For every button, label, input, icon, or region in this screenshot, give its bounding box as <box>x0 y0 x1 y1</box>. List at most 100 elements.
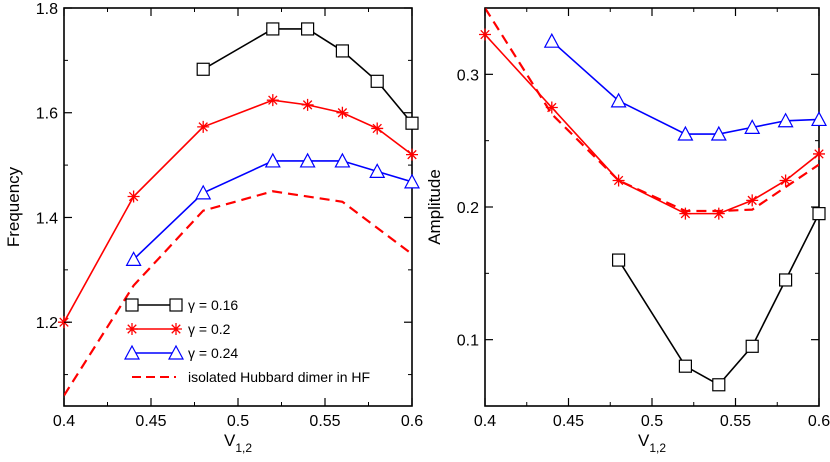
data-point-s2-5 <box>777 112 794 128</box>
data-point-s1-4 <box>301 98 314 111</box>
legend-star-glyph <box>126 323 138 335</box>
data-point-s0-4 <box>778 273 793 287</box>
data-point-s0-4 <box>370 74 384 88</box>
x-tick-label: 0.4 <box>53 413 75 430</box>
data-point-s1-5 <box>746 194 759 207</box>
legend-triangle-marker-left <box>123 344 141 360</box>
data-point-s0-0 <box>196 62 210 76</box>
data-point-s1-6 <box>779 174 792 187</box>
series-line-2 <box>551 40 819 135</box>
data-point-s0-3 <box>745 339 759 353</box>
legend-entry-2: γ = 0.24 <box>123 344 238 361</box>
data-point-s2-1 <box>195 184 212 200</box>
data-point-s2-3 <box>299 152 316 168</box>
data-point-s2-2 <box>264 152 281 168</box>
legend-star-marker-right <box>170 323 182 335</box>
legend-square-marker-left <box>125 298 139 312</box>
legend-label-2: γ = 0.24 <box>188 345 238 361</box>
data-point-s1-1 <box>545 101 558 114</box>
data-point-s1-2 <box>612 174 625 187</box>
series-layer <box>58 22 421 397</box>
data-point-s2-2 <box>677 125 694 141</box>
x-tick-label: 0.55 <box>720 413 751 430</box>
data-point-s2-6 <box>810 111 828 127</box>
x-axis-title: V1,2 <box>224 431 252 455</box>
x-tick-label: 0.45 <box>553 413 584 430</box>
data-point-s0-1 <box>266 22 280 36</box>
x-axis-title-main: V <box>638 431 650 450</box>
amplitude-chart: 0.4 0.45 0.5 0.55 0.6 0.1 0.2 0.3 Amplitude V1,… <box>425 7 830 455</box>
y-tick-label: 1.4 <box>36 210 58 227</box>
data-point-s0-3 <box>335 44 349 58</box>
data-point-s0-0 <box>611 253 626 267</box>
x-axis-title-main: V <box>224 431 236 450</box>
x-tick-label: 0.5 <box>641 413 663 430</box>
y-axis-title: Frequency <box>4 166 23 247</box>
legend-square-marker-right <box>169 298 183 312</box>
data-point-s2-5 <box>369 163 386 178</box>
data-point-s2-4 <box>334 152 351 168</box>
series-line-2 <box>133 160 412 260</box>
series-layer <box>479 8 828 392</box>
data-point-s1-2 <box>197 120 210 133</box>
data-point-s0-5 <box>405 116 419 130</box>
x-tick-label: 0.55 <box>309 413 340 430</box>
data-point-s1-7 <box>813 147 825 160</box>
data-point-s1-4 <box>712 207 725 220</box>
tick-layer: 0.4 0.45 0.5 0.55 0.6 1.2 1.4 1.6 1.8 <box>36 1 423 430</box>
data-point-s2-1 <box>610 92 627 108</box>
data-point-s1-3 <box>266 94 279 107</box>
data-point-s2-0 <box>543 32 560 48</box>
data-point-s0-5 <box>812 207 826 221</box>
series-line-0 <box>202 28 412 124</box>
y-tick-label: 1.2 <box>36 315 58 332</box>
y-tick-label: 0.1 <box>457 333 479 350</box>
legend-label-0: γ = 0.16 <box>188 297 238 313</box>
legend-entry-1: γ = 0.2 <box>126 321 231 337</box>
legend-star-marker-left <box>126 323 138 335</box>
data-point-s1-7 <box>406 148 418 161</box>
y-tick-label: 0.2 <box>457 200 479 217</box>
data-point-s0-2 <box>301 22 315 36</box>
x-tick-label: 0.45 <box>135 413 166 430</box>
x-tick-label: 0.6 <box>808 413 830 430</box>
data-point-s2-0 <box>125 251 142 266</box>
series-line-1 <box>64 99 412 323</box>
legend-star-glyph <box>170 323 182 335</box>
series-line-3 <box>485 8 819 213</box>
x-axis-title-subscript: 1,2 <box>235 441 252 455</box>
data-point-s0-1 <box>678 359 693 373</box>
legend-entry-3: isolated Hubbard dimer in HF <box>132 369 370 385</box>
legend-label-1: γ = 0.2 <box>188 321 231 337</box>
series-markers <box>58 22 421 329</box>
y-axis-title: Amplitude <box>425 169 444 245</box>
x-axis-title-subscript: 1,2 <box>649 441 666 455</box>
frequency-chart: 0.4 0.45 0.5 0.55 0.61.21.41.61.8 Frequency … <box>4 1 423 455</box>
tick-layer: 0.4 0.45 0.5 0.55 0.6 0.1 0.2 0.3 <box>457 8 830 430</box>
legend-triangle-marker-right <box>167 344 185 360</box>
x-tick-label: 0.4 <box>474 413 496 430</box>
data-point-s1-5 <box>336 106 349 119</box>
series-markers <box>479 28 828 392</box>
x-tick-label: 0.5 <box>227 413 249 430</box>
series-lines <box>485 8 819 386</box>
data-point-s1-6 <box>371 122 384 135</box>
series-lines <box>64 28 412 397</box>
data-point-s2-3 <box>710 125 727 141</box>
data-point-s2-6 <box>403 173 421 189</box>
legend-entry-0: γ = 0.16 <box>125 297 238 313</box>
x-tick-label: 0.6 <box>401 413 423 430</box>
legend: γ = 0.16 γ = 0.2 γ = 0.24 isolated Hubba… <box>123 297 370 385</box>
data-point-s1-0 <box>479 28 491 41</box>
y-tick-label: 1.8 <box>36 1 58 18</box>
x-axis-title: V1,2 <box>638 431 666 455</box>
data-point-s1-3 <box>679 207 692 220</box>
plot-frame <box>484 7 820 407</box>
data-point-s1-1 <box>127 190 140 203</box>
series-line-0 <box>617 213 819 386</box>
y-tick-label: 0.3 <box>457 67 479 84</box>
data-point-s2-4 <box>744 119 761 134</box>
series-line-1 <box>485 33 819 215</box>
series-line-3 <box>64 190 412 397</box>
